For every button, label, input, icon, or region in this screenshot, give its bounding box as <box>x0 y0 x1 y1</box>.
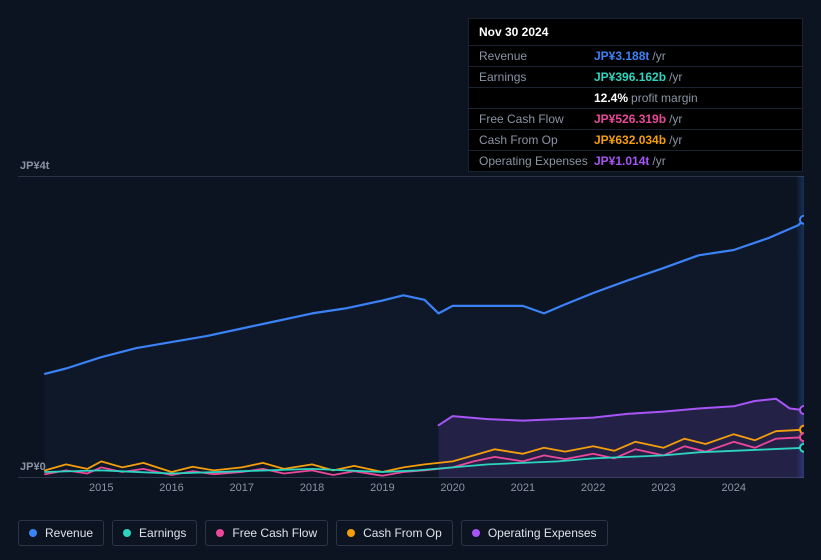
x-axis-tick: 2020 <box>440 482 464 494</box>
tooltip-subtext: profit margin <box>631 91 698 105</box>
tooltip-row: Cash From OpJP¥632.034b/yr <box>469 129 802 150</box>
y-axis-max-label: JP¥4t <box>20 160 49 172</box>
tooltip-unit: /yr <box>669 133 682 147</box>
tooltip-row: 12.4%profit margin <box>469 87 802 108</box>
legend-dot-icon <box>347 529 355 537</box>
tooltip-date: Nov 30 2024 <box>469 19 802 45</box>
tooltip-unit: /yr <box>669 70 682 84</box>
tooltip-value: JP¥1.014t <box>594 154 649 168</box>
x-axis-tick: 2018 <box>300 482 324 494</box>
x-axis-tick: 2016 <box>159 482 183 494</box>
legend-dot-icon <box>472 529 480 537</box>
x-axis-tick: 2021 <box>511 482 535 494</box>
tooltip-label: Revenue <box>479 49 594 63</box>
tooltip-label: Operating Expenses <box>479 154 594 168</box>
tooltip-unit: /yr <box>652 154 665 168</box>
chart-legend: Revenue Earnings Free Cash Flow Cash From O… <box>18 520 608 546</box>
legend-dot-icon <box>29 529 37 537</box>
tooltip-label: Free Cash Flow <box>479 112 594 126</box>
tooltip-row: EarningsJP¥396.162b/yr <box>469 66 802 87</box>
tooltip-value: JP¥396.162b <box>594 70 666 84</box>
tooltip-label: Earnings <box>479 70 594 84</box>
tooltip-value: JP¥526.319b <box>594 112 666 126</box>
tooltip-rows: RevenueJP¥3.188t/yrEarningsJP¥396.162b/y… <box>469 45 802 171</box>
tooltip-value: 12.4% <box>594 91 628 105</box>
tooltip-row: Operating ExpensesJP¥1.014t/yr <box>469 150 802 171</box>
x-axis-tick: 2017 <box>230 482 254 494</box>
chart-tooltip: Nov 30 2024 RevenueJP¥3.188t/yrEarningsJ… <box>468 18 803 172</box>
legend-opex[interactable]: Operating Expenses <box>461 520 608 546</box>
legend-label: Revenue <box>45 526 93 540</box>
legend-dot-icon <box>123 529 131 537</box>
tooltip-row: RevenueJP¥3.188t/yr <box>469 45 802 66</box>
tooltip-unit: /yr <box>669 112 682 126</box>
legend-cashop[interactable]: Cash From Op <box>336 520 453 546</box>
x-axis-tick: 2019 <box>370 482 394 494</box>
x-axis-tick: 2023 <box>651 482 675 494</box>
tooltip-row: Free Cash FlowJP¥526.319b/yr <box>469 108 802 129</box>
legend-label: Operating Expenses <box>488 526 597 540</box>
tooltip-unit: /yr <box>652 49 665 63</box>
legend-fcf[interactable]: Free Cash Flow <box>205 520 328 546</box>
x-axis-tick: 2024 <box>721 482 745 494</box>
x-axis: 2015 2016 2017 2018 2019 2020 2021 2022 2023 2024 <box>45 482 805 498</box>
tooltip-value: JP¥632.034b <box>594 133 666 147</box>
legend-revenue[interactable]: Revenue <box>18 520 104 546</box>
legend-label: Free Cash Flow <box>232 526 317 540</box>
legend-earnings[interactable]: Earnings <box>112 520 197 546</box>
x-axis-tick: 2022 <box>581 482 605 494</box>
tooltip-value: JP¥3.188t <box>594 49 649 63</box>
tooltip-label: Cash From Op <box>479 133 594 147</box>
chart-plot-area <box>18 176 804 478</box>
legend-dot-icon <box>216 529 224 537</box>
chart-panel: Nov 30 2024 RevenueJP¥3.188t/yrEarningsJ… <box>0 0 821 560</box>
chart-svg <box>18 176 804 478</box>
legend-label: Cash From Op <box>363 526 442 540</box>
x-axis-tick: 2015 <box>89 482 113 494</box>
legend-label: Earnings <box>139 526 186 540</box>
